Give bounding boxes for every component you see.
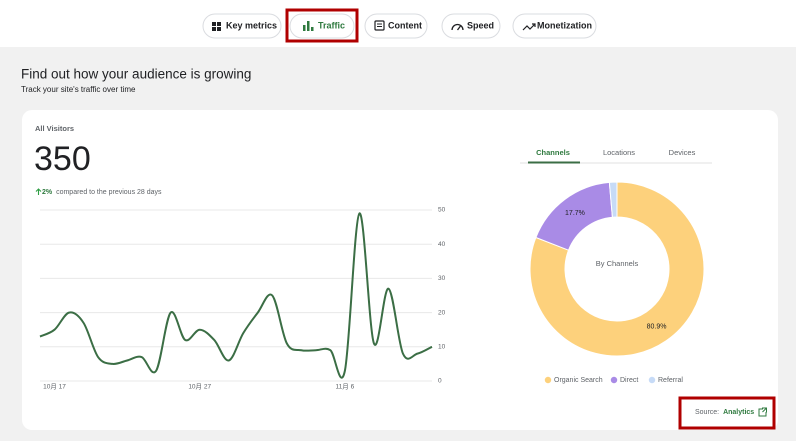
tab-pill — [289, 13, 355, 39]
legend-label: Referral — [658, 377, 683, 384]
nav-tab[interactable]: Key metrics — [202, 13, 282, 39]
legend-label: Direct — [620, 377, 638, 384]
icon-gauge-needle — [456, 25, 462, 31]
highlight-box — [678, 396, 776, 430]
breakdown-tab[interactable]: Devices — [669, 148, 696, 157]
legend-swatch — [544, 376, 552, 384]
legend-swatch — [610, 376, 618, 384]
y-tick-label: 40 — [438, 241, 446, 248]
page-title: Find out how your audience is growing — [21, 67, 251, 82]
segment-label: 17.7% — [565, 210, 585, 217]
external-link-icon[interactable] — [758, 407, 767, 417]
tab-pill — [512, 13, 597, 39]
donut-center-label: By Channels — [595, 259, 639, 268]
source-link[interactable]: Analytics — [723, 409, 754, 416]
highlight-box — [285, 8, 359, 43]
y-tick-label: 0 — [438, 378, 442, 385]
icon-gauge — [451, 23, 464, 31]
page-subtitle: Track your site's traffic over time — [21, 85, 136, 94]
donut-segment — [529, 181, 705, 357]
icon-trend — [522, 23, 536, 31]
change-value: 2% — [42, 189, 53, 196]
change-row: 2% compared to the previous 28 days — [42, 189, 162, 196]
nav-tab[interactable]: Speed — [441, 13, 501, 39]
y-tick-label: 50 — [438, 207, 446, 214]
x-tick-label: 10月 17 — [43, 383, 66, 391]
icon-doc-lines — [377, 23, 382, 27]
up-arrow — [35, 188, 42, 195]
legend-swatch — [648, 376, 656, 384]
icon-grid — [212, 22, 221, 31]
y-tick-label: 10 — [438, 344, 446, 351]
traffic-line — [39, 212, 433, 379]
tab-label: Key metrics — [226, 20, 277, 30]
source-row: Source: Analytics — [695, 409, 754, 416]
source-label: Source: — [695, 409, 719, 416]
metric-value: 350 — [34, 140, 91, 178]
tab-label: Monetization — [537, 20, 592, 30]
tab-label: Content — [388, 20, 422, 30]
icon-doc — [374, 20, 385, 31]
metric-label: All Visitors — [35, 124, 74, 133]
change-text: compared to the previous 28 days — [56, 189, 162, 196]
segment-label: 80.9% — [647, 324, 667, 331]
nav-tab[interactable]: Traffic — [289, 13, 355, 39]
y-tick-label: 20 — [438, 309, 446, 316]
nav-tab[interactable]: Monetization — [512, 13, 597, 39]
tab-label: Traffic — [318, 20, 345, 30]
tab-label: Speed — [467, 20, 494, 30]
icon-bars — [303, 21, 314, 31]
donut-segment — [608, 181, 618, 218]
tab-pill — [202, 13, 282, 39]
legend-label: Organic Search — [554, 377, 603, 384]
nav-tab[interactable]: Content — [364, 13, 428, 39]
tab-pill — [441, 13, 501, 39]
x-tick-label: 10月 27 — [188, 383, 211, 391]
breakdown-tab[interactable]: Channels — [536, 148, 570, 157]
y-tick-label: 30 — [438, 275, 446, 282]
breakdown-tab[interactable]: Locations — [603, 148, 635, 157]
x-tick-label: 11月 6 — [336, 383, 355, 391]
tab-pill — [364, 13, 428, 39]
